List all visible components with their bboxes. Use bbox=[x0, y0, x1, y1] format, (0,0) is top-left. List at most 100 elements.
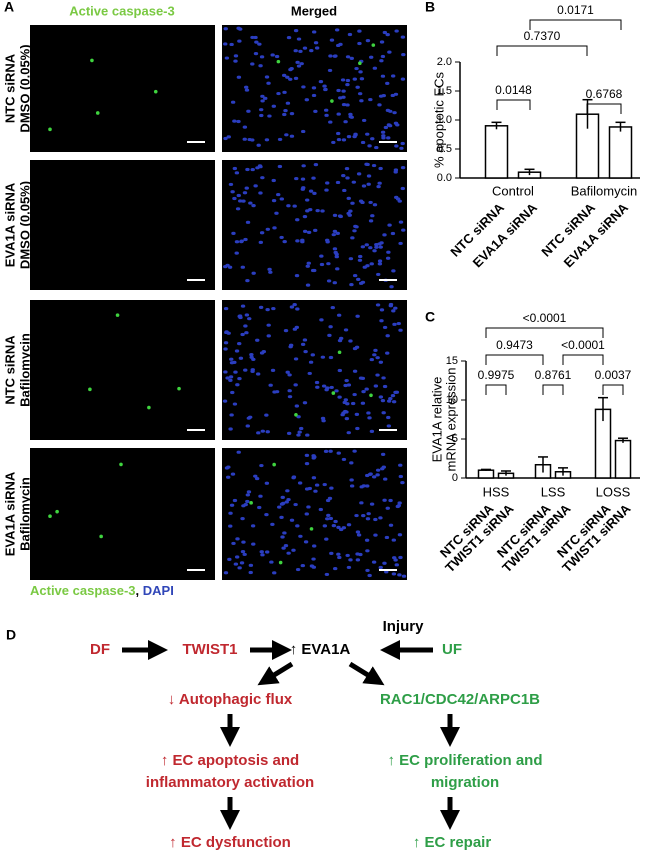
nucleus bbox=[313, 41, 319, 45]
nucleus bbox=[249, 353, 254, 357]
nucleus bbox=[223, 306, 229, 311]
nucleus bbox=[223, 42, 228, 46]
nucleus bbox=[386, 424, 392, 428]
nucleus bbox=[378, 245, 383, 249]
bracket bbox=[586, 103, 622, 114]
nucleus bbox=[355, 530, 361, 534]
nucleus bbox=[343, 120, 348, 124]
nucleus bbox=[253, 184, 258, 188]
nucleus bbox=[393, 306, 398, 310]
nucleus bbox=[371, 163, 377, 168]
nucleus bbox=[376, 184, 381, 189]
nucleus bbox=[250, 524, 256, 528]
nucleus bbox=[397, 501, 402, 505]
nucleus bbox=[304, 453, 310, 457]
nucleus bbox=[225, 263, 230, 267]
nucleus bbox=[354, 345, 360, 349]
nucleus bbox=[233, 59, 238, 63]
nucleus bbox=[328, 516, 334, 521]
nucleus bbox=[368, 97, 373, 102]
nucleus bbox=[231, 231, 236, 235]
nucleus bbox=[357, 29, 362, 33]
x-tick-label: Bafilomycin bbox=[571, 183, 637, 198]
nucleus bbox=[337, 395, 342, 399]
bracket bbox=[542, 384, 564, 395]
nucleus bbox=[258, 108, 264, 112]
nucleus bbox=[239, 561, 245, 565]
nucleus bbox=[297, 481, 303, 485]
node: ↓ Autophagic flux bbox=[168, 691, 293, 708]
nucleus bbox=[341, 95, 346, 99]
nucleus bbox=[228, 378, 233, 382]
nucleus bbox=[371, 560, 377, 564]
nucleus bbox=[349, 461, 354, 465]
nucleus bbox=[388, 523, 394, 527]
nucleus bbox=[344, 167, 350, 171]
nucleus bbox=[263, 96, 268, 100]
nucleus bbox=[365, 484, 370, 488]
nucleus bbox=[226, 135, 231, 139]
nucleus bbox=[381, 411, 386, 415]
nucleus bbox=[300, 238, 305, 242]
y-tick-label: 0.5 bbox=[437, 143, 452, 155]
nucleus bbox=[398, 463, 403, 467]
node: ↑ EC apoptosis and bbox=[161, 752, 299, 769]
nucleus bbox=[312, 191, 317, 195]
nucleus bbox=[365, 132, 370, 136]
nucleus bbox=[378, 360, 384, 364]
nucleus bbox=[243, 324, 248, 328]
nucleus bbox=[264, 513, 269, 517]
nucleus bbox=[349, 478, 354, 482]
nucleus bbox=[281, 546, 286, 550]
caspase-spot bbox=[371, 43, 376, 47]
nucleus bbox=[342, 409, 348, 414]
nucleus bbox=[232, 196, 237, 201]
nucleus bbox=[380, 74, 386, 78]
nucleus bbox=[325, 517, 330, 521]
nucleus bbox=[272, 226, 277, 230]
caspase-spot bbox=[153, 89, 158, 94]
nucleus bbox=[326, 262, 331, 266]
nucleus bbox=[328, 355, 334, 360]
nucleus bbox=[325, 181, 330, 185]
nucleus bbox=[337, 214, 343, 218]
nucleus bbox=[368, 55, 374, 59]
nucleus bbox=[232, 119, 237, 123]
nucleus bbox=[245, 424, 250, 428]
nucleus bbox=[328, 325, 333, 329]
nucleus bbox=[326, 513, 331, 517]
nucleus bbox=[295, 218, 300, 222]
nucleus bbox=[343, 383, 348, 388]
caspase-spot bbox=[48, 514, 52, 519]
nucleus bbox=[245, 279, 250, 283]
nucleus bbox=[245, 493, 251, 497]
nucleus bbox=[361, 184, 367, 188]
nucleus bbox=[242, 137, 247, 141]
nucleus bbox=[244, 88, 250, 92]
nucleus bbox=[395, 504, 401, 509]
nucleus bbox=[240, 517, 245, 521]
nucleus bbox=[311, 557, 316, 561]
nucleus bbox=[350, 236, 355, 240]
nucleus bbox=[258, 494, 263, 498]
nucleus bbox=[329, 38, 335, 42]
nucleus bbox=[388, 396, 393, 401]
nucleus bbox=[349, 56, 354, 60]
nucleus bbox=[394, 390, 400, 394]
nucleus bbox=[349, 283, 354, 287]
nucleus bbox=[329, 385, 334, 390]
panel-label: A bbox=[4, 0, 14, 15]
nucleus bbox=[305, 433, 310, 437]
nucleus bbox=[286, 551, 291, 555]
nucleus bbox=[254, 40, 259, 44]
nucleus bbox=[291, 475, 297, 479]
p-value: 0.0148 bbox=[495, 83, 532, 97]
nucleus bbox=[388, 498, 393, 503]
nucleus bbox=[298, 534, 303, 538]
panel-d: D DF TWIST1 ↑ EVA1A Injury UF ↓ Autophag… bbox=[6, 618, 543, 851]
nucleus bbox=[284, 500, 289, 504]
x-tick-label: Control bbox=[492, 183, 534, 198]
nucleus bbox=[331, 524, 337, 528]
nucleus bbox=[224, 466, 230, 470]
nucleus bbox=[328, 449, 333, 453]
